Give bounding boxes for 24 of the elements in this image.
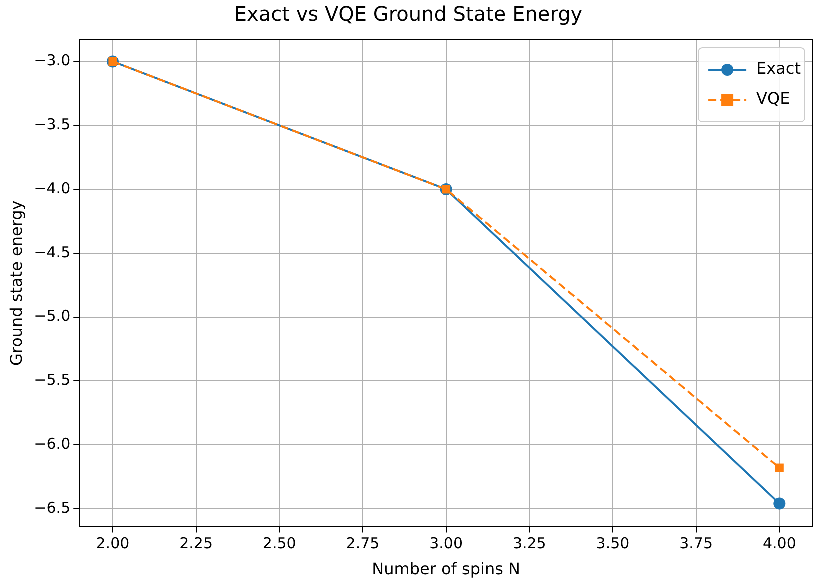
chart-title: Exact vs VQE Ground State Energy — [234, 2, 583, 26]
y-tick-label: −3.0 — [34, 52, 71, 70]
x-tick-label: 3.75 — [680, 534, 714, 553]
x-tick-label: 2.00 — [96, 534, 130, 553]
y-tick-label: −6.5 — [34, 498, 71, 517]
x-tick-label: 3.00 — [430, 534, 464, 553]
y-tick-label: −6.0 — [34, 434, 71, 453]
x-axis-title: Number of spins N — [372, 560, 520, 579]
x-tick-label: 3.25 — [512, 534, 546, 553]
legend-label: Exact — [756, 59, 801, 78]
x-tick-label: 2.50 — [262, 534, 296, 553]
y-tick-label: −5.0 — [34, 307, 71, 326]
legend-label: VQE — [756, 89, 790, 108]
y-tick-label: −3.5 — [34, 115, 71, 134]
y-axis-title: Ground state energy — [6, 200, 26, 366]
x-tick-label: 2.25 — [180, 534, 213, 553]
x-tick-label: 4.00 — [762, 534, 796, 553]
x-tick-label: 2.75 — [346, 534, 380, 553]
point — [774, 498, 786, 510]
y-tick-label: −4.0 — [34, 179, 71, 198]
point — [775, 464, 784, 472]
y-tick-label: −4.5 — [34, 243, 71, 262]
y-tick-label: −5.5 — [34, 371, 71, 390]
x-tick-label: 3.50 — [596, 534, 630, 553]
